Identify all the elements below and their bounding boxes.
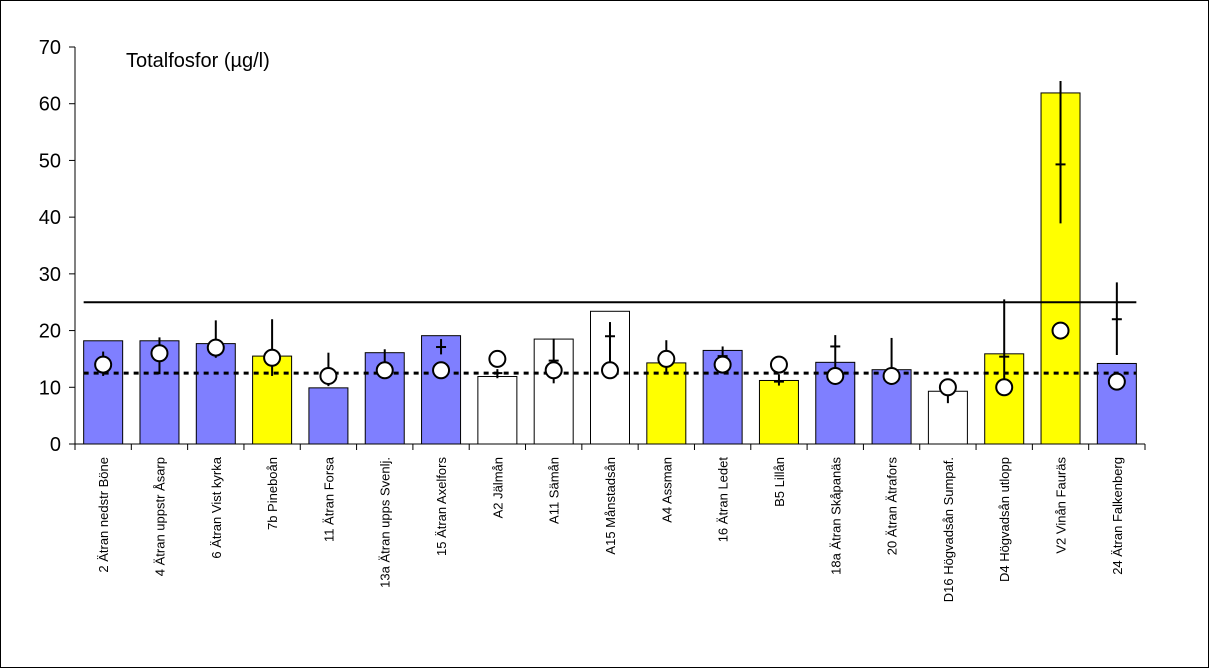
circle-marker-6	[432, 361, 451, 380]
circle-marker-7	[488, 349, 507, 368]
circle-marker-15	[938, 378, 957, 397]
bar-4	[308, 387, 349, 445]
circle-marker-1	[150, 344, 169, 363]
y-tick-label-7: 70	[39, 37, 61, 59]
category-label-18: 24 Ätran Falkenberg	[1110, 457, 1125, 575]
circle-marker-18	[1107, 372, 1126, 391]
category-label-6: 15 Ätran Axelfors	[434, 457, 449, 556]
category-label-17: V2 Vinån Fauräs	[1054, 457, 1069, 554]
bar-2	[195, 343, 236, 445]
circle-marker-8	[544, 361, 563, 380]
circle-marker-16	[995, 378, 1014, 397]
bar-5	[364, 352, 405, 445]
category-label-15: D16 Högvadsån Sumpaf.	[941, 457, 956, 602]
circle-marker-5	[375, 361, 394, 380]
category-label-2: 6 Ätran Vist kyrka	[209, 456, 224, 558]
category-label-4: 11 Ätran Forsa	[321, 456, 336, 542]
category-label-9: A15 Månstadsån	[603, 457, 618, 555]
circle-marker-4	[319, 366, 338, 385]
category-label-1: 4 Ätran uppstr Åsarp	[152, 457, 167, 576]
circle-marker-10	[657, 349, 676, 368]
circle-marker-3	[263, 348, 282, 367]
y-tick-label-6: 60	[39, 94, 61, 116]
circle-marker-17	[1051, 321, 1070, 340]
category-label-8: A11 Sämån	[547, 457, 562, 524]
category-label-16: D4 Högvadsån utlopp	[997, 457, 1012, 582]
category-label-3: 7b Pineboån	[265, 457, 280, 530]
circle-marker-0	[94, 355, 113, 374]
y-tick-label-0: 0	[50, 434, 61, 456]
y-tick-label-1: 10	[39, 377, 61, 399]
category-label-7: A2 Jälmån	[490, 457, 505, 518]
category-label-0: 2 Ätran nedstr Böne	[96, 457, 111, 573]
y-tick-label-4: 40	[39, 207, 61, 229]
bar-7	[477, 376, 518, 445]
y-tick-label-2: 20	[39, 321, 61, 343]
category-label-5: 13a Ätran upps Svenlj.	[378, 457, 393, 588]
category-label-14: 20 Ätran Ätrafors	[885, 457, 900, 556]
y-tick-label-3: 30	[39, 264, 61, 286]
bar-10	[646, 362, 687, 445]
bar-12	[758, 379, 799, 445]
category-label-13: 18a Ätran Skåpanäs	[828, 457, 843, 575]
chart-title: Totalfosfor (µg/l)	[126, 50, 270, 72]
y-tick-label-5: 50	[39, 150, 61, 172]
circle-marker-11	[713, 355, 732, 374]
circle-marker-2	[206, 338, 225, 357]
category-label-11: 16 Ätran Ledet	[716, 457, 731, 543]
circle-marker-13	[826, 366, 845, 385]
circle-marker-12	[769, 355, 788, 374]
category-label-12: B5 Lillån	[772, 457, 787, 507]
circle-marker-14	[882, 366, 901, 385]
category-label-10: A4 Assman	[659, 457, 674, 523]
circle-marker-9	[601, 361, 619, 380]
